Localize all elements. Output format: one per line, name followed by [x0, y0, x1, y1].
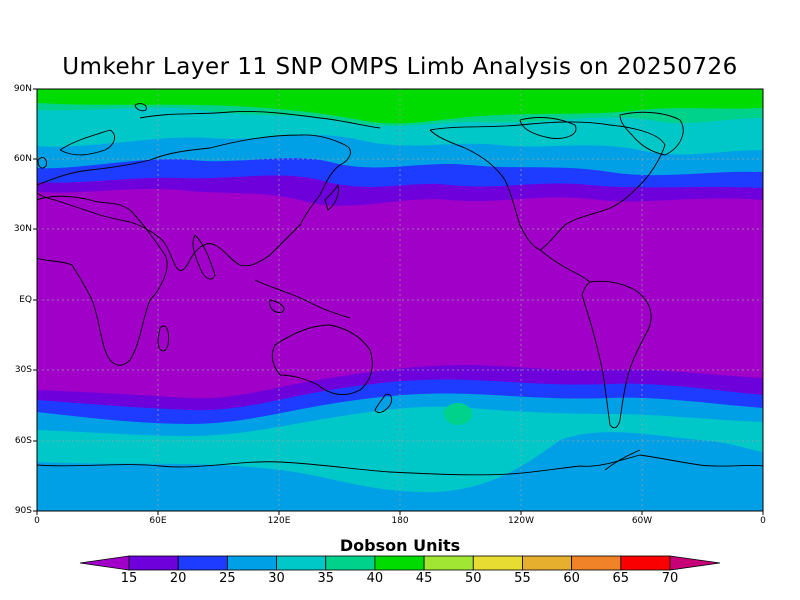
lat-label-30s: 30S [14, 365, 32, 375]
colorbar-tick-label: 20 [169, 571, 187, 586]
colorbar-tick-label: 60 [563, 571, 580, 586]
colorbar-arrow-left [79, 555, 130, 571]
band-north-45 [37, 89, 763, 124]
colorbar-tick-label: 15 [120, 571, 138, 586]
axis-ticks [33, 88, 764, 515]
colorbar-box [374, 555, 425, 571]
colorbar-title: Dobson Units [339, 536, 461, 555]
colorbar-box [522, 555, 573, 571]
colorbar-box [177, 555, 228, 571]
lat-label-eq: EQ [19, 295, 32, 305]
lon-label-120e: 120E [267, 516, 291, 526]
colorbar-tick-label: 55 [514, 571, 531, 586]
lon-label-0-end: 0 [760, 516, 766, 526]
lat-label-90n: 90N [13, 84, 32, 94]
map-title: Umkehr Layer 11 SNP OMPS Limb Analysis o… [62, 54, 738, 80]
colorbar-tick-label: 50 [464, 571, 482, 586]
colorbar-tick-label: 35 [317, 571, 334, 586]
lon-label-60w: 60W [631, 516, 653, 526]
lon-label-0: 0 [34, 516, 40, 526]
colorbar-box [620, 555, 671, 571]
colorbar-arrow-right [669, 555, 721, 571]
colorbar-tick-label: 65 [612, 571, 630, 586]
colorbar-tick-label: 40 [366, 571, 384, 586]
colorbar-tick-label: 25 [219, 571, 236, 586]
lat-label-30n: 30N [13, 224, 32, 234]
colorbar-tick-label: 70 [661, 571, 679, 586]
colorbar-box [128, 555, 179, 571]
colorbar [79, 555, 721, 571]
lon-label-180: 180 [391, 516, 409, 526]
colorbar-box [423, 555, 474, 571]
colorbar-box [276, 555, 327, 571]
colorbar-tick-label: 30 [268, 571, 285, 586]
lat-label-60s: 60S [14, 436, 32, 446]
colorbar-box [226, 555, 277, 571]
lon-label-120w: 120W [507, 516, 535, 526]
lat-label-60n: 60N [13, 154, 32, 164]
colorbar-box [472, 555, 523, 571]
coastlines [37, 103, 763, 476]
colorbar-box [571, 555, 622, 571]
grid-lines [37, 89, 763, 511]
colorbar-box [325, 555, 376, 571]
band-south-30-inner [37, 432, 763, 511]
lat-label-90s: 90S [14, 506, 32, 516]
band-blob-40 [444, 403, 472, 425]
lon-label-60e: 60E [149, 516, 167, 526]
colorbar-tick-label: 45 [415, 571, 433, 586]
